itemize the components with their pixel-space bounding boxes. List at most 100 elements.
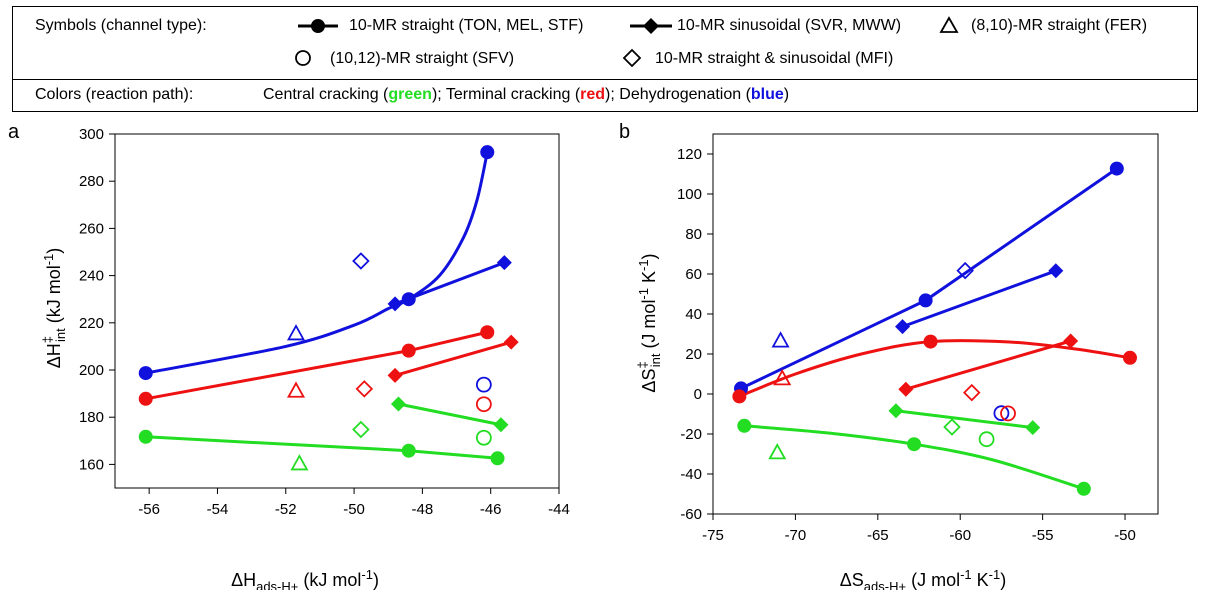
x-axis-label-a: ΔHads-H+ (kJ mol-1) [231,567,379,590]
green-series-line [744,424,1085,491]
legend-label-10mr-straight-sinusoidal: 10-MR straight & sinusoidal (MFI) [655,50,894,67]
plot-frame-b [712,133,1159,515]
y-axis-label-b-sup: ‡ [635,361,650,368]
y-tick-label: 200 [79,362,104,379]
x-tick-label: -46 [480,501,502,518]
green-filled-diamond-point [493,417,509,433]
x-tick-label: -54 [207,501,229,518]
x-axis-label-b-unit-sup2: -1 [989,567,1001,582]
y-tick-label: 220 [79,315,104,332]
x-axis-label-b: ΔSads-H+ (J mol-1 K-1) [840,567,1006,590]
y-tick-label: 180 [79,409,104,426]
y-axis-label-b-unit: (J mol [639,300,659,354]
x-tick-label: -52 [275,501,297,518]
y-axis-label-b-unit-sup: -1 [636,288,651,300]
red-filled-circle-point [1122,350,1137,365]
y-tick-label: 100 [677,186,702,203]
red-series-line [145,330,488,401]
x-axis-label-b-unit-sup: -1 [960,567,972,582]
blue-series-line [740,167,1118,390]
blue-filled-circle-point [918,293,933,308]
green-open-triangle-point [290,454,309,471]
colors-text-part: ); Dehydrogenation ( [605,86,751,103]
y-axis-label-a-sub: int [53,328,68,342]
green-filled-circle-point [1076,481,1091,496]
legend-label-10mr-straight: 10-MR straight (TON, MEL, STF) [349,17,584,34]
red-filled-circle-point [138,391,153,406]
blue-open-triangle-point [286,324,306,341]
x-axis-label-b-main: ΔS [840,570,864,590]
x-tick-label: -60 [949,527,971,544]
x-axis-label-a-main: ΔH [231,570,256,590]
y-tick-label: 240 [79,268,104,285]
red-series-line [905,339,1072,391]
x-axis-label-a-sub: ads-H+ [256,579,298,590]
red-filled-circle-point [923,334,938,349]
y-tick-label: 300 [79,126,104,143]
blue-filled-diamond-point [387,296,403,312]
symbols-legend: Symbols (channel type): 10-MR straight (… [12,6,1198,80]
red-open-triangle-point [773,369,792,386]
y-axis-label-b-unit-sup2: -1 [636,259,651,271]
green-filled-circle-point [907,437,922,452]
legend-marker-open-circle [295,50,311,66]
red-filled-diamond-point [387,367,403,383]
blue-open-diamond-point [352,252,370,270]
x-tick-label: -56 [138,501,160,518]
x-tick-label: -50 [343,501,365,518]
panel-label-a: a [8,121,20,143]
colors-legend: Colors (reaction path): Central cracking… [12,80,1198,112]
y-axis-label-a: ΔH‡int (kJ mol-1) [40,248,68,369]
y-tick-label: 280 [79,173,104,190]
blue-filled-circle-point [1109,161,1124,176]
legend-marker-filled-circle [298,19,338,33]
green-filled-diamond-point [1025,420,1041,436]
x-tick-label: -75 [702,527,724,544]
x-axis-label-a-unit: (kJ mol [298,570,361,590]
red-filled-circle-point [480,325,495,340]
red-filled-circle-point [732,389,747,404]
y-tick-label: -60 [680,506,702,523]
blue-filled-circle-point [480,145,495,160]
legend-label-10mr-sinusoidal: 10-MR sinusoidal (SVR, MWW) [677,17,902,34]
blue-filled-circle-point [138,366,153,381]
red-open-circle-point [475,396,492,413]
x-tick-label: -50 [1114,527,1136,544]
blue-filled-diamond-point [895,319,911,335]
y-tick-label: 160 [79,456,104,473]
colors-legend-label: Colors (reaction path): [35,86,194,103]
x-axis-label-b-unit: (J mol [906,570,960,590]
colors-text-part: Central cracking ( [263,86,389,103]
color-word-green: green [388,86,432,103]
y-tick-label: 40 [685,306,702,323]
chart-panel-b: b -75 -70 -65 -60 -55 -50 -60 -40 -20 0 20 40 60 80 10… [605,118,1210,594]
y-axis-label-b-unit-mid: K [639,271,659,288]
color-word-blue: blue [750,86,784,103]
legend-marker-open-diamond [622,48,642,68]
legend-marker-filled-diamond [630,18,672,34]
blue-series-line [145,151,489,375]
y-axis-label-a-unit-sup: -1 [41,254,56,266]
x-axis-label-b-unit-close: ) [1000,570,1006,590]
red-open-diamond-point [962,383,981,402]
legend-label-10-12mr-straight: (10,12)-MR straight (SFV) [330,50,515,67]
x-tick-label: -44 [548,501,570,518]
blue-open-diamond-point [956,261,974,280]
blue-filled-diamond-point [496,255,512,271]
legend-label-8-10mr-straight: (8,10)-MR straight (FER) [971,17,1148,34]
symbols-legend-label: Symbols (channel type): [35,17,207,34]
green-series-line [398,402,502,427]
green-open-triangle-point [768,443,787,460]
x-tick-label: -70 [785,527,807,544]
red-series-line [738,339,1131,398]
green-filled-diamond-point [888,403,904,419]
y-axis-label-b-sub: int [648,353,663,367]
red-open-diamond-point [355,380,374,398]
colors-description: Central cracking (green); Terminal crack… [263,86,789,104]
chart-panel-a: a -56 -54 -52 -50 -48 -46 -44 160 180 200 220 240 26… [0,118,600,594]
red-filled-circle-point [401,343,416,358]
color-word-red: red [580,86,606,103]
red-filled-diamond-point [503,334,519,350]
chart-b-svg: b -75 -70 -65 -60 -55 -50 -60 -40 -20 0 20 40 60 80 10… [619,121,1159,594]
green-filled-diamond-point [390,396,406,412]
